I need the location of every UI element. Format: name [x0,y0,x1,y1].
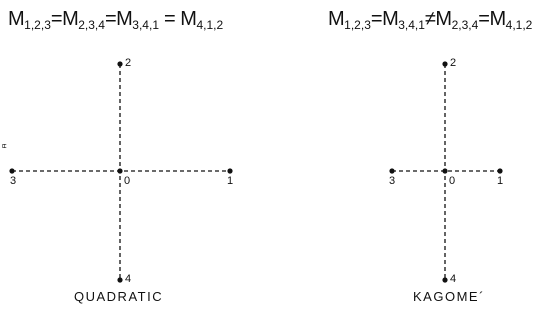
term-m: M [8,8,25,30]
quadratic-label-3: 3 [10,175,17,187]
quadratic-label-2: 2 [125,57,132,69]
kagome-node-4 [442,277,448,283]
equation-kagome: M1,2,3=M3,4,1≠M2,3,4=M4,1,2 [328,8,532,32]
quadratic-label-0: 0 [124,175,131,187]
quadratic-node-2 [117,61,123,67]
kagome-label-3: 3 [389,175,396,187]
quadratic-node-4 [117,277,123,283]
term-m: M [116,8,133,30]
quadratic-node-0 [117,168,123,174]
term-m: M [435,8,452,30]
operator: = [370,8,383,30]
term-m: M [180,8,197,30]
term-m: M [489,8,506,30]
operator: = [478,8,490,30]
operator: ≠ [424,8,436,30]
term-m: M [328,8,345,30]
term-subscript: 1,2,3 [344,18,371,32]
kagome-label-4: 4 [450,273,457,285]
equation-quadratic: M1,2,3=M2,3,4=M3,4,1 = M4,1,2 [8,8,223,32]
term-subscript: 4,1,2 [505,18,533,32]
term-subscript: 3,4,1 [398,18,425,32]
quadratic-node-1 [227,168,233,174]
kagome-node-1 [497,168,503,174]
kagome-label-0: 0 [449,175,456,187]
quadratic-label-1: 1 [227,175,234,187]
term-subscript: 2,3,4 [78,18,105,32]
term-subscript: 2,3,4 [451,18,479,32]
operator: = [50,8,63,30]
kagome-node-3 [389,168,395,174]
operator: = [159,8,181,30]
term-m: M [382,8,399,30]
operator: = [104,8,117,30]
kagome-label-2: 2 [450,57,457,69]
caption-quadratic: QUADRATIC [74,289,164,304]
term-m: M [62,8,79,30]
kagome-label-1: 1 [497,175,504,187]
quadratic-label-4: 4 [125,273,132,285]
kagome-node-2 [442,61,448,67]
kagome-node-0 [442,168,448,174]
term-subscript: 3,4,1 [132,18,159,32]
stray-mark: ㅂ [0,142,8,150]
quadratic-node-3 [9,168,15,174]
term-subscript: 1,2,3 [24,18,51,32]
term-subscript: 4,1,2 [196,18,224,32]
caption-kagome: KAGOME´ [413,289,485,304]
